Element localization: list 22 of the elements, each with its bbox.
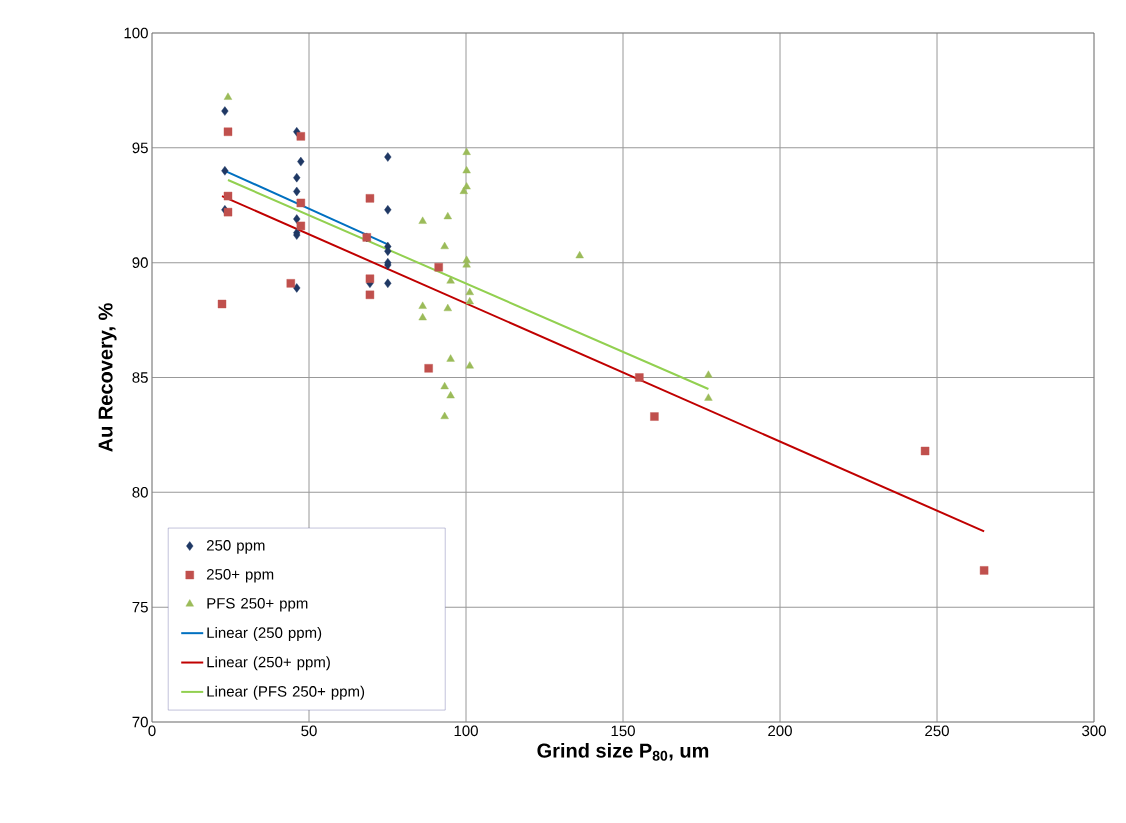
y-tick-label: 90: [132, 257, 148, 268]
x-tick-label: 200: [768, 725, 792, 737]
y-tick-label: 95: [132, 142, 148, 154]
legend-label: PFS 250+ ppm: [207, 598, 308, 612]
legend-label: Linear (250+ ppm): [207, 656, 330, 671]
y-tick-label: 70: [132, 716, 148, 728]
x-tick-label: 250: [925, 725, 949, 737]
x-axis-title: Grind size P$_{80}$, um: [537, 743, 709, 761]
legend-label: 250 ppm: [206, 540, 265, 554]
legend-label: 250+ ppm: [206, 569, 274, 583]
y-axis-title: Au Recovery, %: [98, 303, 117, 452]
legend-label: Linear (250 ppm): [207, 626, 322, 641]
x-tick-label: 0: [148, 725, 156, 737]
legend-label: Linear (PFS 250+ ppm): [207, 685, 365, 700]
x-tick-label: 150: [611, 725, 635, 737]
y-tick-label: 80: [132, 487, 148, 498]
y-tick-label: 75: [132, 601, 148, 613]
x-tick-label: 50: [301, 725, 317, 737]
x-tick-label: 300: [1082, 725, 1106, 737]
y-tick-label: 85: [132, 372, 148, 383]
y-tick-label: 100: [124, 27, 148, 39]
x-tick-label: 100: [454, 725, 478, 737]
